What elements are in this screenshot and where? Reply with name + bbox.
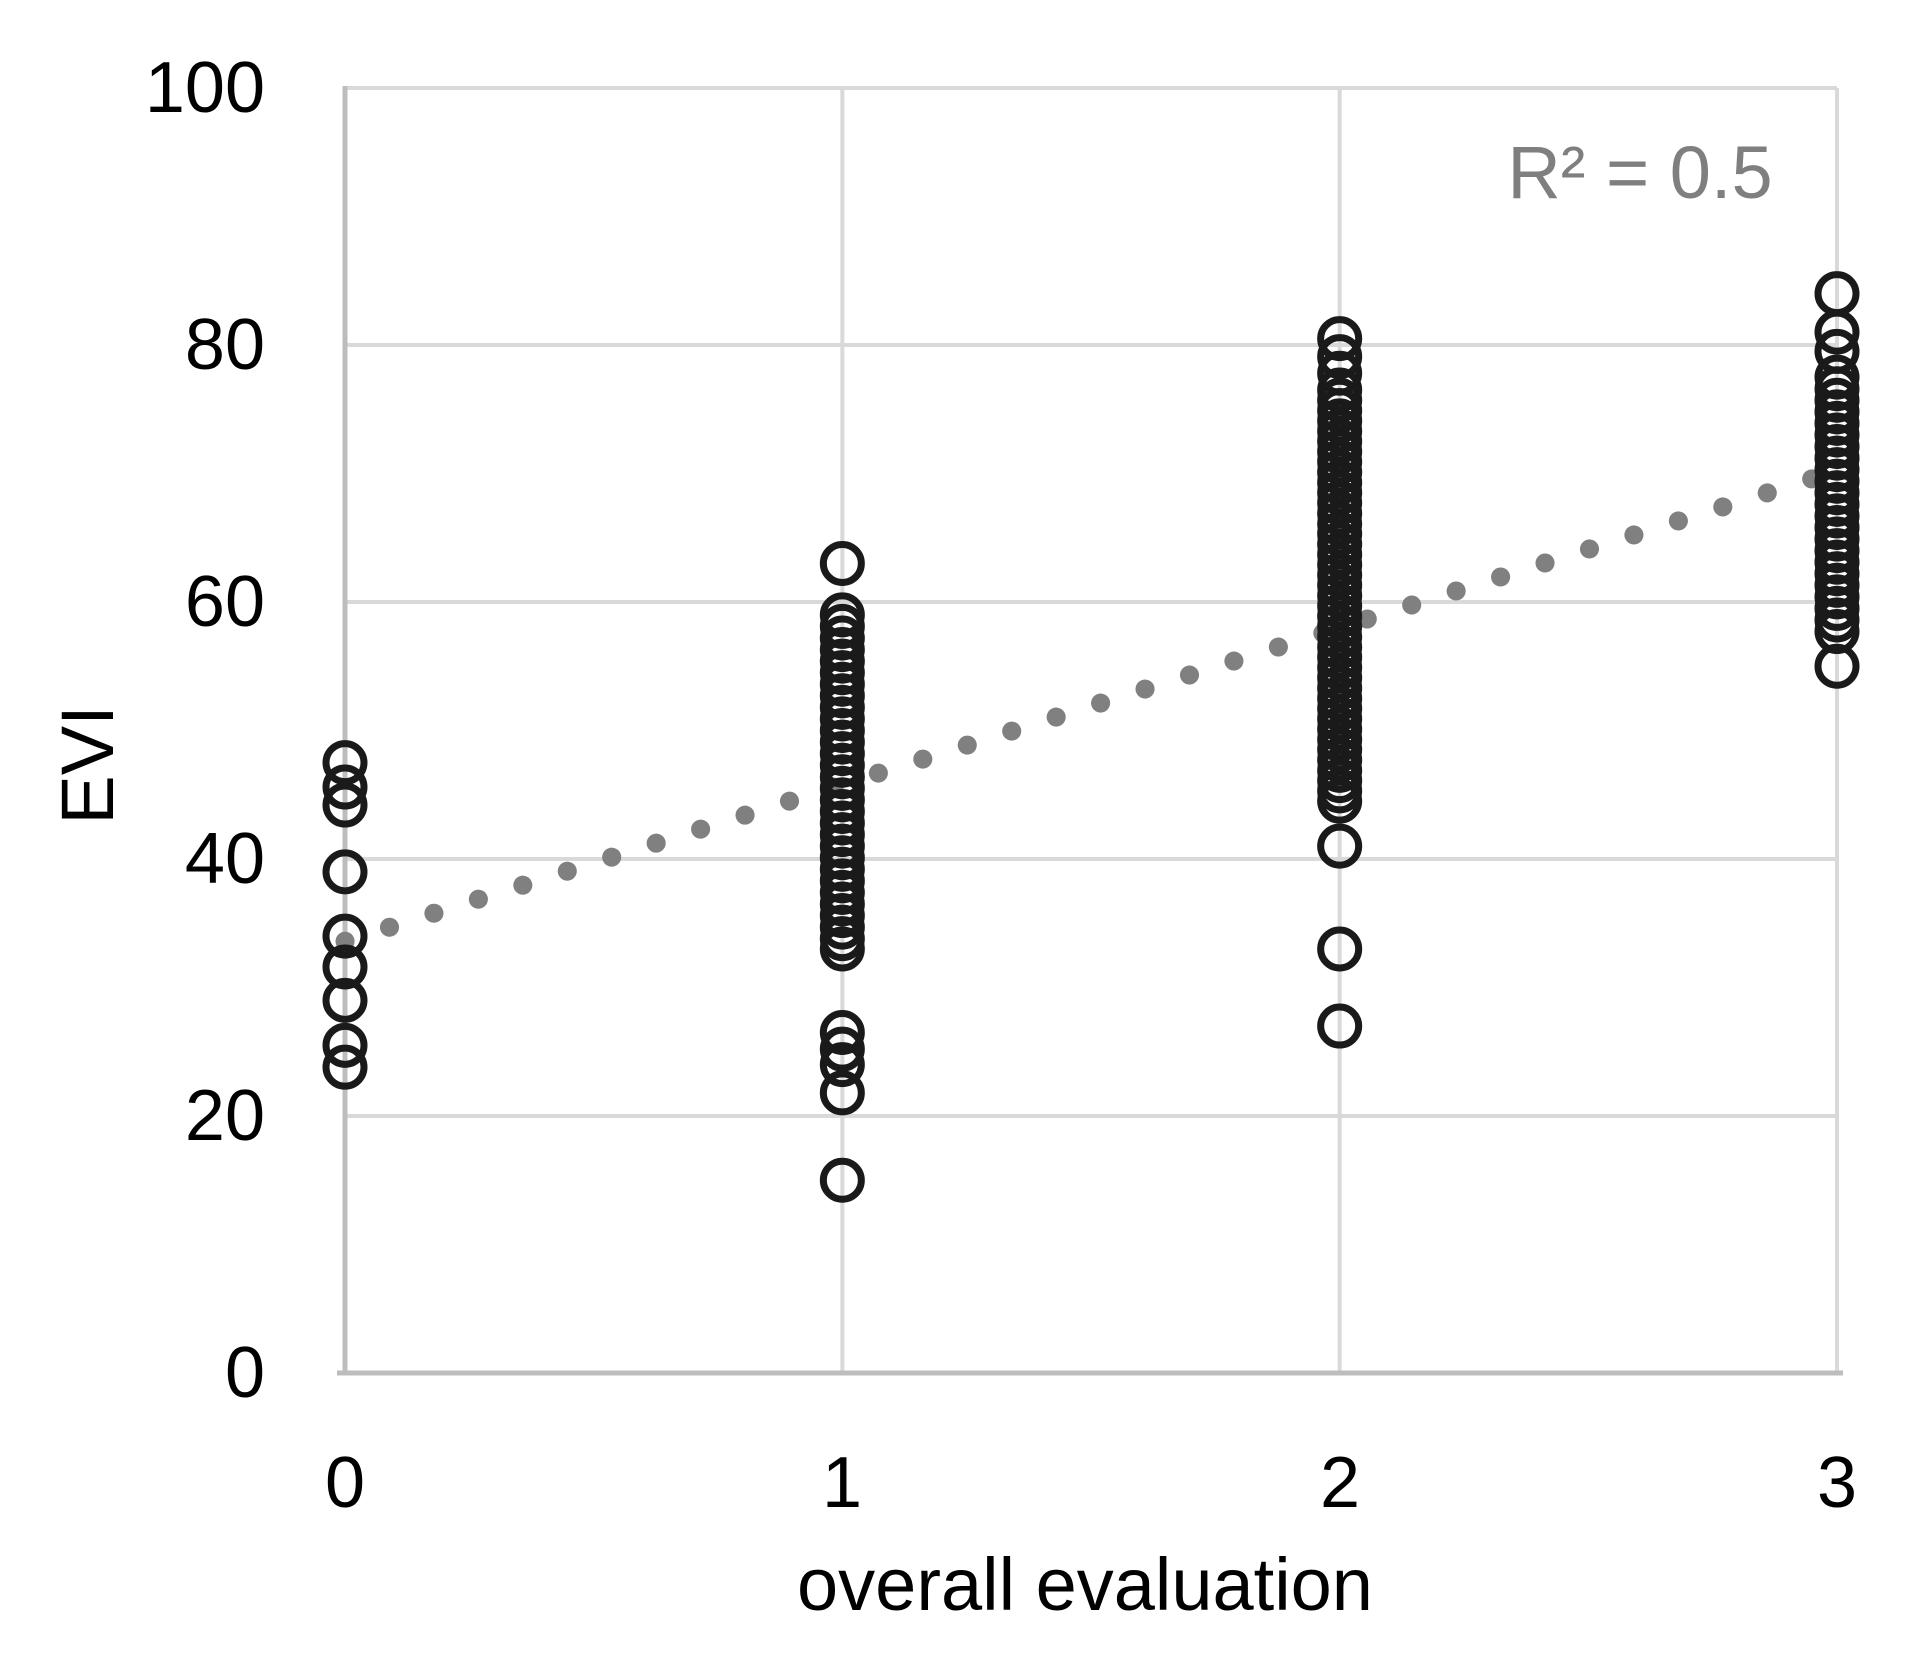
data-point-circle [1814, 643, 1860, 689]
y-tick-label-60: 60 [184, 562, 265, 642]
x-tick-label-3: 3 [1816, 1443, 1858, 1523]
data-point-circle [819, 1157, 865, 1203]
data-point-circle [322, 740, 368, 786]
y-tick-label-0: 0 [224, 1333, 265, 1413]
data-point-circle [819, 540, 865, 586]
r-squared-annotation: R² = 0.5 [1507, 131, 1773, 214]
y-tick-label-20: 20 [184, 1076, 265, 1156]
y-tick-label-100: 100 [144, 48, 265, 128]
y-tick-label-40: 40 [184, 819, 265, 899]
data-point-circle [322, 764, 368, 810]
data-point-circle [1317, 334, 1363, 380]
data-point-circle [1317, 1003, 1363, 1049]
data-point-circle [1814, 309, 1860, 355]
x-axis-title: overall evaluation [797, 1543, 1373, 1626]
y-tick-label-80: 80 [184, 305, 265, 385]
x-tick-label-2: 2 [1319, 1443, 1361, 1523]
data-point-circle [819, 1026, 865, 1072]
data-point-circle [322, 913, 368, 959]
data-point-circle [1317, 926, 1363, 972]
data-point-circle [322, 977, 368, 1023]
data-point-circle [1317, 823, 1363, 869]
data-point-circle [322, 944, 368, 990]
x-tick-label-1: 1 [821, 1443, 863, 1523]
data-point-circle [819, 926, 865, 972]
data-point-circle [819, 1042, 865, 1088]
data-point-circle [819, 1009, 865, 1055]
data-point-circle [322, 849, 368, 895]
data-point-circle [322, 782, 368, 828]
x-tick-label-0: 0 [324, 1443, 366, 1523]
data-point-circle [1317, 778, 1363, 824]
trendline-dotted [335, 461, 1847, 951]
y-axis-title: EVI [46, 705, 129, 825]
data-point-circle [819, 1070, 865, 1116]
data-point-circle [322, 1044, 368, 1090]
data-point-circle [322, 1022, 368, 1068]
